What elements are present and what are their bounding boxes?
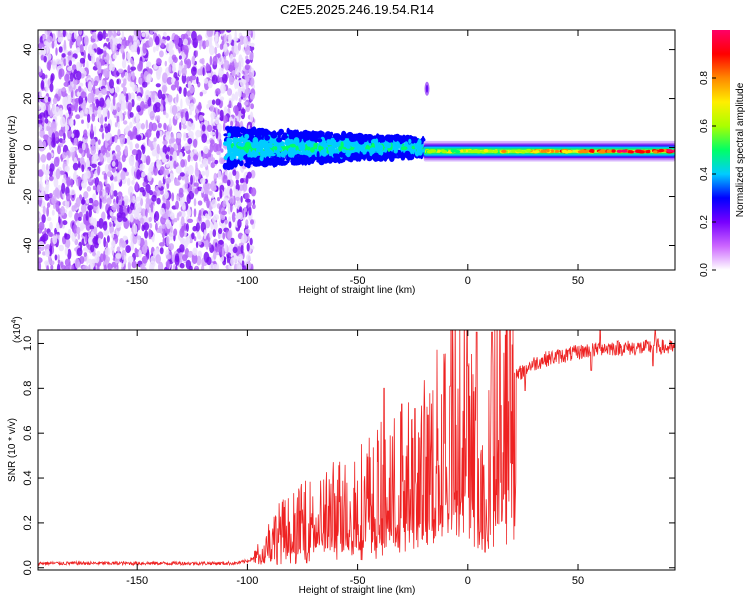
snr-y-tick-label: 0.6	[22, 426, 34, 441]
snr-y-tick-label: 0.8	[22, 381, 34, 396]
spectrogram-signal-band	[421, 140, 675, 162]
colorbar-gradient	[712, 30, 730, 270]
snr-x-tick-label: 0	[465, 575, 471, 587]
snr-x-tick-label: -100	[236, 575, 258, 587]
snr-frame	[37, 329, 676, 571]
colorbar-tick-label: 0.2	[699, 215, 710, 229]
spectrogram-x-tick-label: -50	[350, 275, 366, 287]
colorbar-tick-label: 0.8	[699, 71, 710, 85]
spectrogram-onset-region	[222, 125, 427, 171]
spectrogram-y-tick-label: 20	[22, 92, 34, 104]
snr-scale-suffix: )	[12, 316, 23, 319]
spectrogram-panel: -150 -100 -50 0 50 -40 -20 0 20 40 Height of str…	[7, 29, 676, 296]
snr-x-tick-label: 50	[572, 575, 584, 587]
snr-scale-exponent: 4	[11, 320, 18, 324]
figure-title: C2E5.2025.246.19.54.R14	[280, 2, 434, 17]
snr-series-line	[38, 330, 675, 567]
colorbar-tick-label: 0.4	[699, 167, 710, 181]
spectrogram-y-tick-label: -20	[22, 189, 34, 205]
snr-x-label: Height of straight line (km)	[299, 585, 416, 596]
snr-scale-factor: (x104)	[11, 316, 23, 343]
snr-y-tick-label: 0.2	[22, 515, 34, 530]
colorbar-ticks: 0.0 0.2 0.4 0.6 0.8	[699, 71, 716, 277]
spectrogram-noise-region	[38, 30, 257, 270]
spectrogram-y-tick-label: 40	[22, 43, 34, 55]
snr-x-ticks: -150 -100 -50 0 50	[126, 330, 584, 587]
colorbar: 0.0 0.2 0.4 0.6 0.8 Normalized spectral ampl…	[699, 30, 746, 277]
snr-y-label: SNR (10 * v/v)	[7, 418, 18, 482]
snr-x-tick-label: -50	[350, 575, 366, 587]
colorbar-tick-label: 0.6	[699, 119, 710, 133]
snr-y-tick-label: 1.0	[22, 336, 34, 351]
snr-y-tick-label: 0.4	[22, 470, 34, 485]
snr-panel: -150 -100 -50 0 50 0.0 0.2 0.4 0.6 0.8 1.0 Height…	[7, 316, 676, 596]
spectrogram-y-ticks: -40 -20 0 20 40	[22, 43, 675, 253]
snr-y-tick-label: 0.0	[22, 560, 34, 575]
spectrogram-blip	[424, 81, 430, 96]
spectrogram-y-label: Frequency (Hz)	[7, 116, 18, 185]
spectrogram-y-tick-label: -40	[22, 238, 34, 254]
spectrogram-image	[38, 30, 675, 270]
spectrogram-x-tick-label: -150	[126, 275, 148, 287]
spectrogram-x-label: Height of straight line (km)	[299, 285, 416, 296]
colorbar-tick-label: 0.0	[699, 263, 710, 277]
snr-x-tick-label: -150	[126, 575, 148, 587]
spectrogram-x-tick-label: -100	[236, 275, 258, 287]
snr-y-ticks: 0.0 0.2 0.4 0.6 0.8 1.0	[22, 336, 675, 575]
spectrogram-x-ticks: -150 -100 -50 0 50	[126, 30, 584, 287]
spectrogram-y-tick-label: 0	[22, 144, 34, 150]
spectrogram-x-tick-label: 50	[572, 275, 584, 287]
spectrogram-x-tick-label: 0	[465, 275, 471, 287]
spectrogram-frame	[37, 29, 676, 271]
snr-scale-prefix: (x10	[12, 323, 23, 343]
colorbar-label: Normalized spectral amplitude	[735, 82, 746, 217]
